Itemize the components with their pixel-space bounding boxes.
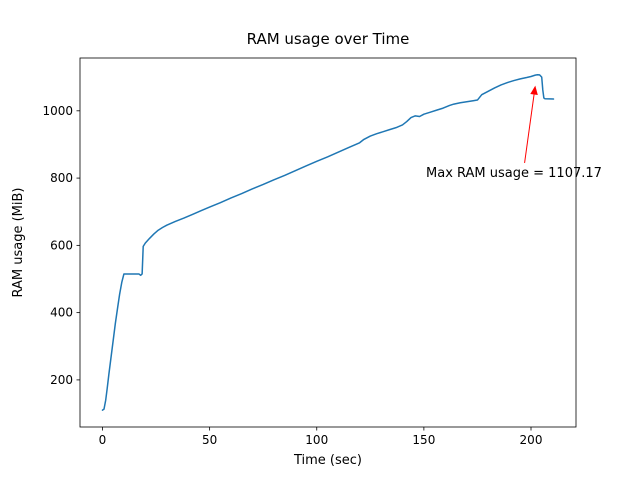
y-axis-label: RAM usage (MiB) <box>11 188 26 298</box>
y-tick-label: 800 <box>50 171 73 185</box>
x-axis-label: Time (sec) <box>293 453 362 468</box>
annotation-arrow-head <box>530 85 538 96</box>
x-tick-label: 0 <box>99 433 107 447</box>
y-tick-label: 1000 <box>42 104 73 118</box>
max-ram-annotation: Max RAM usage = 1107.17 <box>426 166 602 181</box>
x-tick-label: 50 <box>202 433 217 447</box>
y-tick-label: 200 <box>50 373 73 387</box>
y-tick-label: 600 <box>50 238 73 252</box>
x-tick-label: 200 <box>520 433 543 447</box>
x-tick-label: 100 <box>305 433 328 447</box>
annotation-arrow-shaft <box>524 94 535 164</box>
ram-usage-line <box>101 74 555 411</box>
axes-spines <box>79 57 577 428</box>
chart-title: RAM usage over Time <box>247 30 410 48</box>
x-tick-label: 150 <box>412 433 435 447</box>
y-tick-label: 400 <box>50 306 73 320</box>
plot-area: 0 50 100 150 200 200 400 600 800 1000 <box>42 57 577 447</box>
